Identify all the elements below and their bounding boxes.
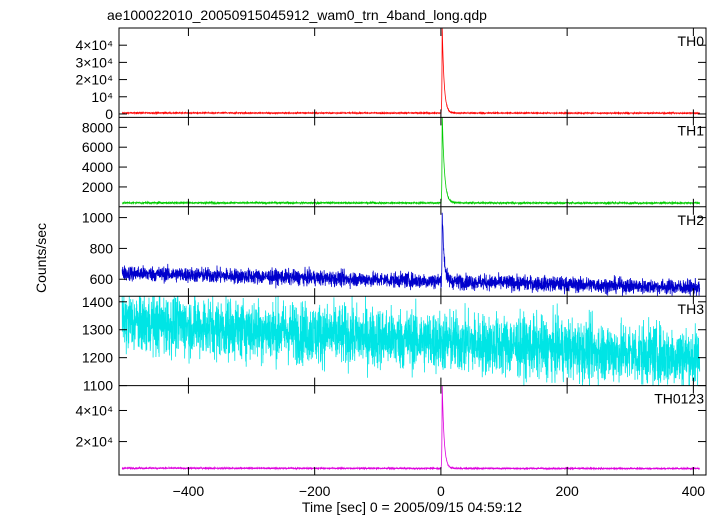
y-tick-label: 4×10⁴: [75, 37, 113, 53]
y-tick-label: 2000: [82, 179, 113, 195]
x-tick-label: −200: [299, 483, 331, 499]
y-tick-label: 4000: [82, 159, 113, 175]
series-line-th0123: [121, 385, 701, 471]
y-axis-title: Counts/sec: [33, 223, 49, 293]
panel-label-th3: TH3: [678, 301, 705, 317]
y-tick-label: 1200: [82, 350, 113, 366]
series-line-th1: [121, 117, 701, 206]
y-tick-label: 0: [105, 106, 113, 122]
x-tick-label: 0: [437, 483, 445, 499]
panel-label-th0123: TH0123: [654, 391, 704, 407]
panel-th3: 1100 1200 1300 1400 TH3: [82, 294, 706, 394]
panel-label-th2: TH2: [678, 212, 705, 228]
x-tick-label: 200: [555, 483, 579, 499]
x-tick-label: 400: [682, 483, 706, 499]
y-tick-label: 4×10⁴: [75, 402, 113, 418]
chart-title: ae100022010_20050915045912_wam0_trn_4ban…: [107, 7, 487, 23]
y-tick-label: 1000: [82, 210, 113, 226]
series-line-th0: [121, 27, 701, 116]
y-tick-label: 600: [90, 271, 114, 287]
plot-frame: [118, 27, 707, 476]
y-tick-label: 800: [90, 240, 114, 256]
panel-th2: 600 800 1000 TH2: [82, 206, 706, 297]
y-tick-label: 10⁴: [91, 89, 113, 105]
y-tick-label: 2×10⁴: [75, 434, 113, 450]
y-tick-label: 1300: [82, 322, 113, 338]
panel-th1: 2000 4000 6000 8000 TH1: [82, 116, 706, 207]
panel-th0123: 2×10⁴ 4×10⁴ TH0123: [75, 385, 706, 475]
y-tick-label: 3×10⁴: [75, 54, 113, 70]
y-tick-label: 2×10⁴: [75, 72, 113, 88]
y-tick-label: 1100: [83, 378, 113, 394]
y-tick-label: 6000: [82, 139, 113, 155]
x-axis-title: Time [sec] 0 = 2005/09/15 04:59:12: [302, 499, 522, 515]
series-line-th3: [121, 296, 701, 386]
y-tick-label: 8000: [82, 119, 113, 135]
y-tick-label: 1400: [82, 294, 113, 310]
panel-label-th0: TH0: [678, 33, 705, 49]
series-line-th2: [121, 212, 701, 297]
panel-label-th1: TH1: [678, 122, 705, 138]
x-tick-label: −400: [173, 483, 205, 499]
